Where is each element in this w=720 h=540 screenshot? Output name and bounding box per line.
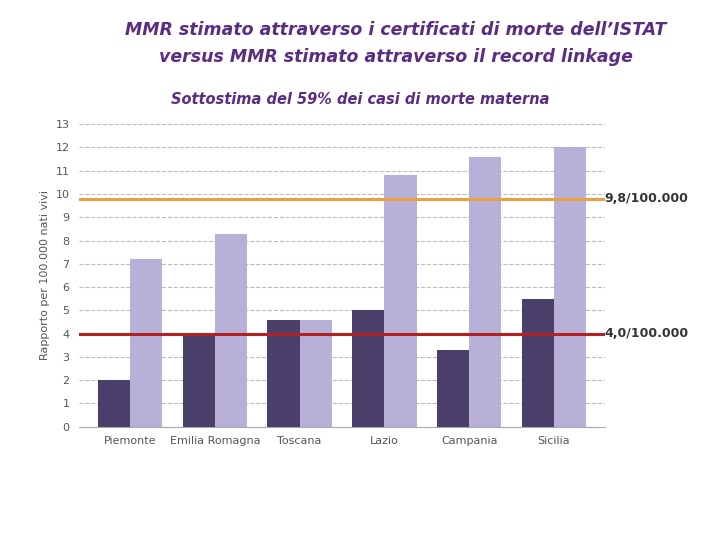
Bar: [554, 147, 586, 427]
Bar: [215, 233, 247, 427]
Text: 4,0/100.000: 4,0/100.000: [605, 327, 689, 340]
Text: versus MMR stimato attraverso il record linkage: versus MMR stimato attraverso il record …: [159, 48, 633, 66]
Y-axis label: Rapporto per 100.000 nati vivi: Rapporto per 100.000 nati vivi: [40, 191, 50, 360]
Bar: [522, 299, 554, 427]
Bar: [437, 350, 469, 427]
Text: Sottostima del 59% dei casi di morte materna: Sottostima del 59% dei casi di morte mat…: [171, 92, 549, 107]
Bar: [384, 176, 417, 427]
Bar: [183, 334, 215, 427]
Bar: [300, 320, 332, 427]
Text: 9,8/100.000: 9,8/100.000: [605, 192, 688, 205]
Bar: [352, 310, 384, 427]
Bar: [469, 157, 501, 427]
Bar: [130, 259, 162, 427]
Bar: [98, 380, 130, 427]
Bar: [267, 320, 300, 427]
Text: MMR stimato attraverso i certificati di morte dell’ISTAT: MMR stimato attraverso i certificati di …: [125, 21, 667, 39]
